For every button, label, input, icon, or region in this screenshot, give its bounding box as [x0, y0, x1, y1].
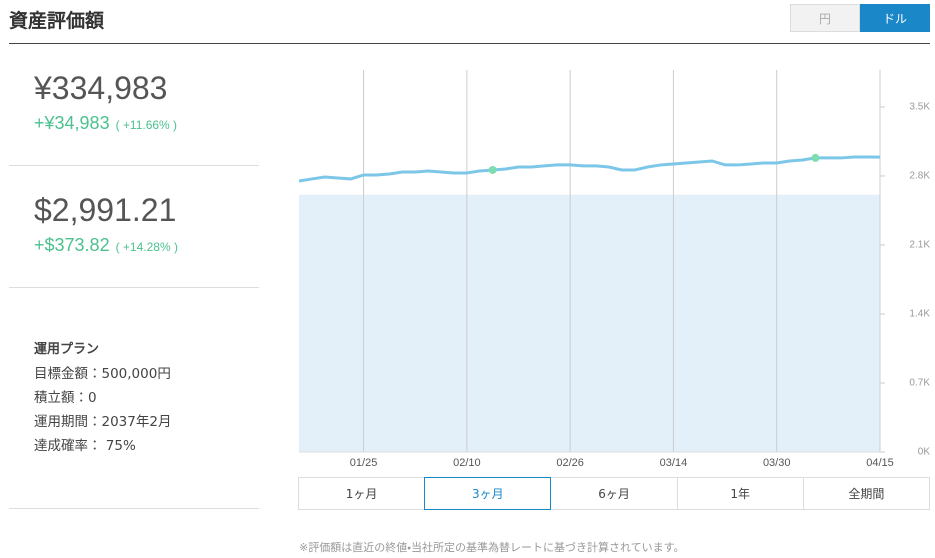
- yen-value: ¥334,983: [34, 70, 168, 106]
- y-tick-label: 2.1K: [909, 240, 930, 251]
- x-tick-label: 01/25: [350, 457, 378, 469]
- x-tick-label: 03/14: [660, 457, 688, 469]
- marker: [811, 153, 820, 162]
- yen-toggle[interactable]: 円: [790, 4, 860, 32]
- plan-line: 達成確率： 75%: [34, 438, 136, 454]
- gain: +¥34,983: [34, 113, 110, 133]
- usd-value: $2,991.21: [34, 192, 177, 228]
- footnote: ※評価額は直近の終値・当社所定の基準為替レートに基づき計算されています。: [299, 541, 685, 554]
- usd-gain: +$373.82 ( +14.28% ): [34, 235, 178, 256]
- plan-line: 目標金額：500,000円: [34, 366, 171, 382]
- plan-heading: 運用プラン: [34, 342, 100, 357]
- y-tick-label: 3.5K: [909, 102, 930, 113]
- plan: 運用プラン 目標金額：500,000円 積立額：0 運用期間：2037年2月 達…: [34, 338, 171, 458]
- plan-line: 運用期間：2037年2月: [34, 414, 172, 430]
- range-button[interactable]: 3ヶ月: [424, 477, 552, 510]
- yen-gain: +¥34,983 ( +11.66% ): [34, 113, 177, 134]
- divider: [9, 508, 259, 509]
- y-tick-label: 0.7K: [909, 378, 930, 389]
- x-tick-label: 02/26: [556, 457, 584, 469]
- chart: 01/25 02/10 02/26 03/14 03/30 04/15 0K 0.7K 1.4K…: [298, 70, 931, 469]
- area: [299, 194, 880, 452]
- range-button[interactable]: 1ヶ月: [298, 477, 426, 510]
- x-tick-label: 04/15: [866, 457, 894, 469]
- divider: [9, 287, 259, 288]
- gain-pct: ( +14.28% ): [115, 240, 178, 254]
- page-title: 資産評価額: [9, 10, 105, 32]
- usd-toggle[interactable]: ドル: [860, 4, 930, 32]
- y-tick-label: 2.8K: [909, 171, 930, 182]
- plan-line: 積立額：0: [34, 390, 97, 406]
- marker: [488, 165, 497, 174]
- title-rule: [9, 43, 930, 44]
- gain-pct: ( +11.66% ): [115, 118, 178, 132]
- range-button[interactable]: 全期間: [802, 477, 931, 510]
- range-button[interactable]: 6ヶ月: [550, 477, 678, 510]
- divider: [9, 165, 259, 166]
- x-tick-label: 03/30: [763, 457, 791, 469]
- x-tick-label: 02/10: [453, 457, 481, 469]
- y-tick-label: 1.4K: [909, 309, 930, 320]
- gain: +$373.82: [34, 235, 110, 255]
- y-tick-label: 0K: [918, 447, 931, 458]
- range-button[interactable]: 1年: [676, 477, 804, 510]
- line: [298, 155, 881, 183]
- range-buttons: 1ヶ月 3ヶ月 6ヶ月 1年 全期間: [298, 477, 931, 510]
